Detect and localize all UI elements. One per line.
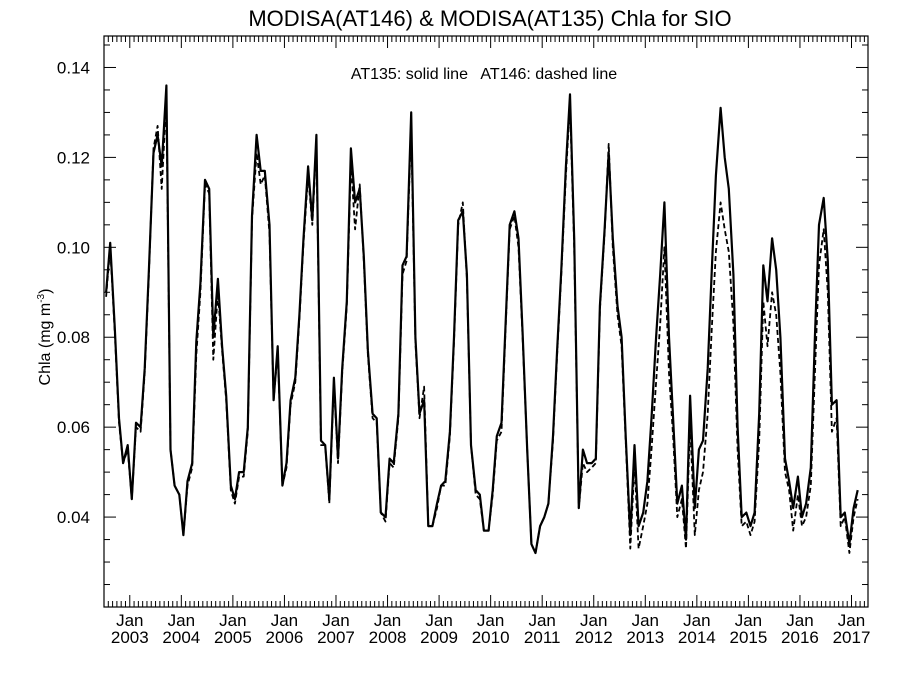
- y-axis-label-close: ): [37, 289, 54, 294]
- y-tick-labels: 0.04 0.06 0.08 0.10 0.12 0.14: [57, 58, 90, 527]
- x-tick-month: Jan: [477, 611, 504, 630]
- legend-text: AT135: solid line AT146: dashed line: [351, 66, 617, 83]
- y-tick-label: 0.14: [57, 58, 90, 77]
- x-tick-year: 2016: [781, 628, 819, 647]
- x-tick-year: 2010: [472, 628, 510, 647]
- x-tick-month: Jan: [425, 611, 452, 630]
- y-axis-label: Chla (mg m-3): [36, 289, 54, 386]
- x-tick-year: 2006: [266, 628, 304, 647]
- x-tick-year: 2017: [833, 628, 871, 647]
- y-tick-label: 0.06: [57, 418, 90, 437]
- x-tick-month: Jan: [580, 611, 607, 630]
- x-tick-month: Jan: [322, 611, 349, 630]
- x-tick-month: Jan: [116, 611, 143, 630]
- x-tick-month: Jan: [374, 611, 401, 630]
- series-line-at146: [105, 98, 859, 554]
- x-tick-labels: Jan2003Jan2004Jan2005Jan2006Jan2007Jan20…: [111, 611, 871, 647]
- y-axis-label-superscript: -3: [36, 293, 47, 302]
- x-tick-month: Jan: [168, 611, 195, 630]
- y-tick-label: 0.04: [57, 508, 90, 527]
- y-axis-label-main: Chla (mg m: [37, 303, 54, 386]
- x-tick-year: 2004: [162, 628, 200, 647]
- x-tick-year: 2013: [626, 628, 664, 647]
- x-tick-year: 2005: [214, 628, 252, 647]
- x-tick-year: 2008: [369, 628, 407, 647]
- x-tick-year: 2014: [678, 628, 716, 647]
- x-tick-year: 2003: [111, 628, 149, 647]
- x-tick-month: Jan: [838, 611, 865, 630]
- x-tick-month: Jan: [528, 611, 555, 630]
- chart-title: MODISA(AT146) & MODISA(AT135) Chla for S…: [248, 6, 731, 31]
- x-tick-month: Jan: [632, 611, 659, 630]
- x-tick-month: Jan: [786, 611, 813, 630]
- x-tick-year: 2007: [317, 628, 355, 647]
- y-tick-label: 0.12: [57, 148, 90, 167]
- y-tick-label: 0.10: [57, 238, 90, 257]
- plot-frame: [103, 35, 869, 608]
- x-tick-month: Jan: [683, 611, 710, 630]
- x-tick-year: 2011: [524, 628, 561, 647]
- x-tick-year: 2009: [420, 628, 458, 647]
- y-tick-label: 0.08: [57, 328, 90, 347]
- x-tick-year: 2015: [729, 628, 767, 647]
- axis-ticks: [104, 36, 868, 607]
- data-series: [105, 84, 859, 555]
- x-tick-month: Jan: [271, 611, 298, 630]
- x-tick-month: Jan: [735, 611, 762, 630]
- x-tick-month: Jan: [219, 611, 246, 630]
- x-tick-year: 2012: [575, 628, 613, 647]
- series-line-at135: [105, 84, 859, 555]
